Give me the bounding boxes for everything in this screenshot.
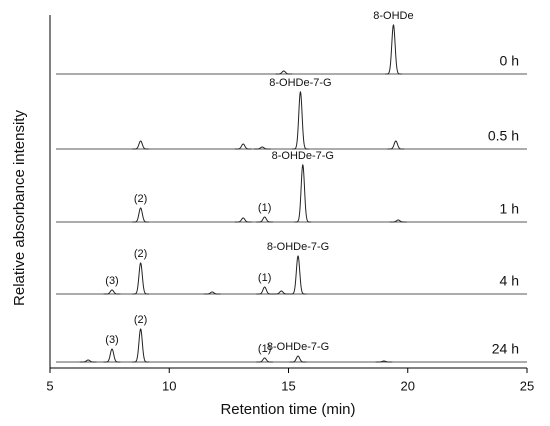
x-tick-label: 10 bbox=[162, 378, 176, 393]
peak-label: (1) bbox=[258, 272, 271, 284]
peak-label: 8-OHDe bbox=[373, 10, 413, 22]
peak bbox=[256, 286, 273, 295]
peak bbox=[294, 163, 312, 223]
peak-label: (3) bbox=[105, 334, 118, 346]
trace-name: 4 h bbox=[500, 273, 519, 289]
peak bbox=[132, 207, 149, 223]
peak bbox=[275, 70, 293, 75]
trace-name: 1 h bbox=[500, 201, 519, 217]
y-axis-title: Relative absorbance intensity bbox=[11, 110, 28, 306]
peak-label: (1) bbox=[258, 343, 271, 355]
peak-label: (1) bbox=[258, 202, 271, 214]
trace-name: 0 h bbox=[500, 53, 519, 69]
peak bbox=[375, 360, 393, 363]
peak-label: 8-OHDe-7-G bbox=[269, 77, 331, 89]
peak bbox=[103, 289, 121, 295]
peak bbox=[132, 262, 149, 295]
x-tick-label: 15 bbox=[281, 378, 295, 393]
peak bbox=[103, 348, 121, 363]
x-tick-label: 20 bbox=[401, 378, 415, 393]
peak-label: 8-OHDe-7-G bbox=[267, 341, 329, 353]
peak bbox=[203, 291, 221, 295]
peak bbox=[273, 290, 290, 295]
peak bbox=[79, 359, 97, 363]
peak bbox=[256, 216, 273, 223]
peak-label: 8-OHDe-7-G bbox=[267, 241, 329, 253]
peak bbox=[289, 355, 307, 363]
x-axis-title: Retention time (min) bbox=[220, 401, 355, 418]
peak bbox=[385, 23, 402, 75]
x-tick-label: 5 bbox=[46, 378, 53, 393]
peak bbox=[389, 219, 407, 223]
peak-label: (2) bbox=[134, 248, 147, 260]
trace-name: 0.5 h bbox=[488, 128, 519, 144]
peak bbox=[256, 357, 273, 363]
peak-label: (3) bbox=[105, 275, 118, 287]
peak-label: 8-OHDe-7-G bbox=[272, 150, 334, 162]
peak bbox=[292, 90, 309, 150]
peak bbox=[289, 255, 307, 295]
peak bbox=[132, 328, 149, 363]
x-tick-label: 25 bbox=[520, 378, 534, 393]
peak bbox=[387, 140, 405, 150]
peak bbox=[253, 146, 271, 150]
peak-label: (2) bbox=[134, 314, 147, 326]
peak bbox=[234, 143, 252, 150]
peak-label: (2) bbox=[134, 193, 147, 205]
trace-name: 24 h bbox=[492, 341, 519, 357]
peak bbox=[132, 140, 149, 150]
peak bbox=[234, 217, 252, 223]
